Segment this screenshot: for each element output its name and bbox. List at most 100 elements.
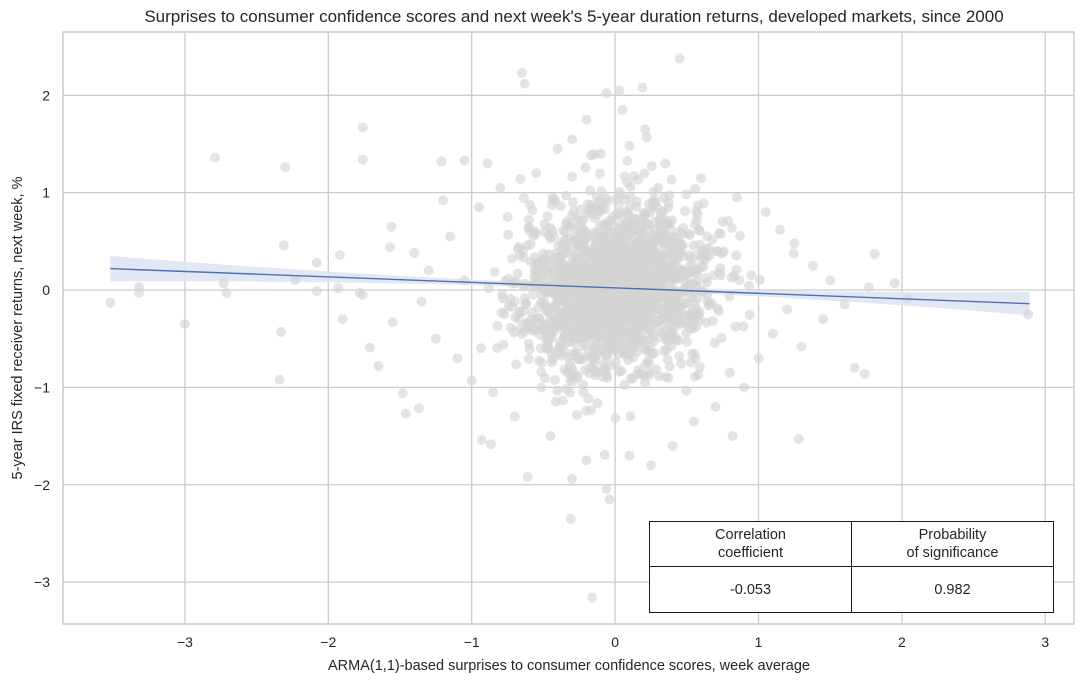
correlation-header-line-2: coefficient: [717, 545, 784, 561]
scatter-point: [567, 210, 578, 221]
scatter-point: [599, 449, 610, 460]
scatter-point: [385, 242, 395, 253]
scatter-point: [601, 88, 612, 99]
scatter-point: [673, 335, 684, 346]
scatter-point: [818, 314, 828, 325]
scatter-point: [637, 82, 648, 93]
scatter-point: [552, 385, 563, 396]
scatter-point: [563, 233, 574, 244]
scatter-point: [689, 298, 700, 309]
scatter-point: [587, 274, 598, 285]
scatter-point: [704, 299, 715, 310]
scatter-point: [595, 148, 606, 159]
scatter-point: [574, 238, 585, 249]
scatter-points: [105, 53, 1034, 603]
scatter-point: [357, 154, 368, 165]
scatter-point: [590, 367, 601, 377]
scatter-point: [581, 455, 592, 466]
correlation-value: -0.053: [649, 566, 852, 613]
scatter-point: [622, 177, 633, 188]
scatter-point: [712, 246, 722, 257]
scatter-point: [337, 314, 348, 325]
y-tick-label: −2: [34, 477, 50, 493]
scatter-point: [585, 405, 596, 416]
scatter-point: [633, 236, 644, 247]
scatter-point: [606, 215, 617, 226]
scatter-point: [373, 361, 384, 371]
scatter-point: [624, 291, 635, 302]
scatter-point: [619, 270, 630, 280]
y-axis-label: 5-year IRS fixed receiver returns, next …: [10, 176, 26, 479]
scatter-point: [563, 291, 574, 302]
scatter-point: [658, 206, 669, 217]
scatter-point: [739, 382, 750, 393]
scatter-point: [539, 373, 550, 384]
scatter-point: [788, 248, 799, 259]
scatter-point: [639, 168, 650, 179]
scatter-point: [567, 473, 578, 484]
scatter-point: [290, 275, 301, 286]
scatter-point: [585, 185, 596, 196]
y-tick-label: 1: [42, 185, 50, 201]
scatter-point: [452, 353, 463, 364]
scatter-point: [566, 246, 577, 256]
scatter-point: [513, 314, 524, 325]
scatter-point: [436, 156, 447, 167]
scatter-point: [510, 276, 521, 287]
scatter-point: [738, 321, 749, 332]
scatter-point: [731, 250, 742, 261]
scatter-point: [482, 158, 493, 169]
scatter-point: [563, 352, 574, 363]
scatter-point: [839, 299, 850, 310]
scatter-point: [430, 333, 441, 344]
scatter-point: [614, 85, 625, 96]
scatter-point: [423, 265, 434, 276]
scatter-point: [502, 212, 513, 222]
scatter-point: [681, 385, 692, 396]
scatter-point: [640, 343, 650, 354]
scatter-point: [580, 162, 591, 173]
scatter-point: [570, 329, 581, 340]
scatter-point: [547, 192, 558, 203]
scatter-point: [561, 190, 572, 201]
scatter-point: [658, 223, 669, 234]
scatter-point: [536, 357, 547, 368]
scatter-point: [649, 348, 660, 358]
scatter-point: [519, 78, 530, 89]
scatter-point: [566, 362, 577, 373]
scatter-point: [693, 369, 704, 380]
scatter-point: [459, 275, 470, 286]
scatter-point: [534, 277, 545, 288]
scatter-point: [578, 379, 589, 390]
scatter-point: [767, 328, 778, 339]
scatter-point: [594, 168, 605, 179]
scatter-point: [730, 321, 741, 332]
scatter-point: [583, 266, 594, 277]
scatter-point: [664, 268, 675, 278]
scatter-point: [550, 269, 561, 280]
scatter-point: [633, 250, 644, 261]
scatter-point: [541, 342, 552, 353]
scatter-point: [1023, 309, 1034, 320]
scatter-point: [688, 323, 699, 334]
scatter-point: [618, 249, 629, 260]
scatter-point: [621, 206, 632, 217]
scatter-point: [280, 162, 291, 173]
scatter-point: [717, 216, 728, 227]
scatter-point: [550, 299, 561, 310]
scatter-point: [677, 267, 688, 278]
scatter-point: [518, 306, 529, 317]
scatter-point: [715, 263, 726, 274]
scatter-point: [416, 296, 427, 307]
scatter-point: [567, 171, 578, 182]
regression-line: [110, 267, 1030, 305]
scatter-point: [869, 249, 880, 259]
y-tick-label: 0: [42, 282, 50, 298]
stats-value-row: -0.053 0.982: [649, 566, 1054, 613]
scatter-point: [659, 345, 669, 356]
scatter-point: [709, 337, 720, 348]
scatter-point: [572, 265, 583, 276]
scatter-point: [624, 140, 635, 151]
scatter-point: [619, 379, 630, 390]
scatter-point: [754, 274, 765, 285]
